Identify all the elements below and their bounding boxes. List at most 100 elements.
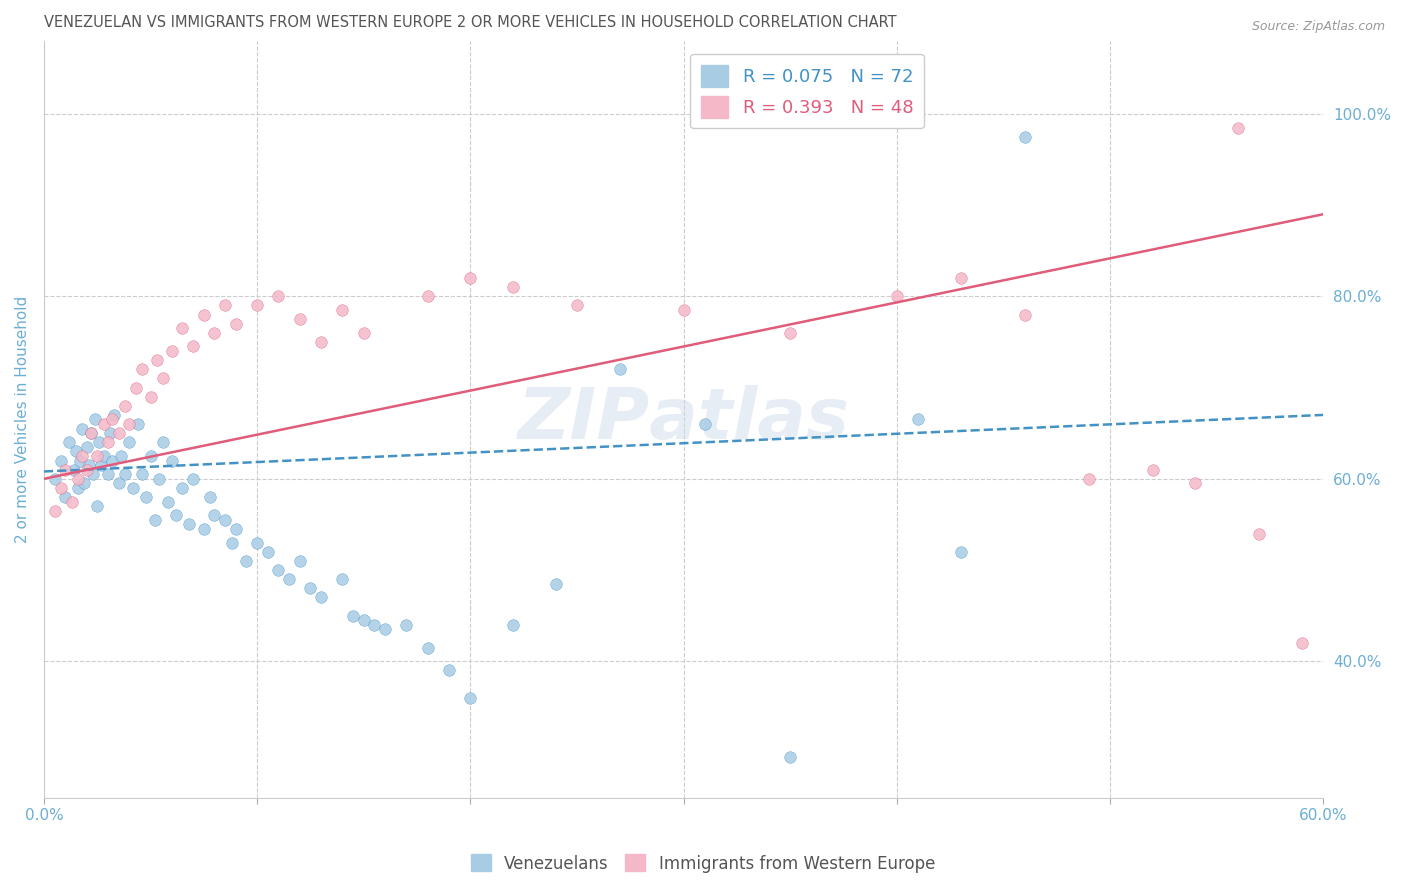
Point <box>110 449 132 463</box>
Legend: Venezuelans, Immigrants from Western Europe: Venezuelans, Immigrants from Western Eur… <box>464 847 942 880</box>
Point <box>256 545 278 559</box>
Point <box>82 467 104 482</box>
Point <box>73 476 96 491</box>
Point <box>1291 636 1313 650</box>
Point <box>395 617 418 632</box>
Point <box>309 334 332 349</box>
Point <box>90 458 112 472</box>
Point <box>225 317 247 331</box>
Y-axis label: 2 or more Vehicles in Household: 2 or more Vehicles in Household <box>15 296 30 543</box>
Point <box>235 554 257 568</box>
Point <box>69 453 91 467</box>
Point <box>181 339 204 353</box>
Point <box>332 572 354 586</box>
Point <box>779 750 801 764</box>
Point <box>193 308 215 322</box>
Point <box>416 640 439 655</box>
Point <box>44 504 66 518</box>
Point <box>544 576 567 591</box>
Point <box>122 481 145 495</box>
Point <box>165 508 187 523</box>
Point <box>460 690 482 705</box>
Point <box>200 490 222 504</box>
Point <box>93 417 115 431</box>
Point <box>53 490 76 504</box>
Text: VENEZUELAN VS IMMIGRANTS FROM WESTERN EUROPE 2 OR MORE VEHICLES IN HOUSEHOLD COR: VENEZUELAN VS IMMIGRANTS FROM WESTERN EU… <box>44 15 897 30</box>
Legend: R = 0.075   N = 72, R = 0.393   N = 48: R = 0.075 N = 72, R = 0.393 N = 48 <box>690 54 924 128</box>
Point <box>437 664 460 678</box>
Point <box>143 513 166 527</box>
Point <box>89 435 111 450</box>
Point <box>114 467 136 482</box>
Point <box>97 435 120 450</box>
Point <box>246 298 269 312</box>
Point <box>80 426 103 441</box>
Point <box>86 499 108 513</box>
Point <box>609 362 631 376</box>
Point <box>156 494 179 508</box>
Point <box>332 303 354 318</box>
Point <box>502 617 524 632</box>
Point <box>103 408 125 422</box>
Point <box>949 271 972 285</box>
Point <box>66 481 89 495</box>
Point <box>135 490 157 504</box>
Point <box>53 463 76 477</box>
Point <box>131 362 153 376</box>
Point <box>160 344 183 359</box>
Point <box>152 435 174 450</box>
Point <box>148 472 170 486</box>
Point <box>60 494 83 508</box>
Point <box>107 426 129 441</box>
Point <box>49 453 72 467</box>
Point <box>139 390 162 404</box>
Point <box>58 435 80 450</box>
Point <box>342 608 364 623</box>
Point <box>214 513 236 527</box>
Point <box>146 353 169 368</box>
Point <box>44 472 66 486</box>
Point <box>160 453 183 467</box>
Point <box>886 289 908 303</box>
Point <box>124 380 146 394</box>
Point <box>374 622 396 636</box>
Point <box>152 371 174 385</box>
Point <box>127 417 149 431</box>
Point <box>267 563 290 577</box>
Point <box>502 280 524 294</box>
Point <box>49 481 72 495</box>
Point <box>118 435 141 450</box>
Point <box>76 440 98 454</box>
Point <box>288 554 311 568</box>
Point <box>131 467 153 482</box>
Point <box>97 467 120 482</box>
Point <box>107 476 129 491</box>
Point <box>1014 129 1036 144</box>
Point <box>416 289 439 303</box>
Point <box>193 522 215 536</box>
Point <box>1227 120 1250 135</box>
Point <box>72 449 94 463</box>
Point <box>309 591 332 605</box>
Point <box>204 326 226 340</box>
Point <box>172 321 194 335</box>
Point <box>181 472 204 486</box>
Point <box>299 581 322 595</box>
Point <box>66 472 89 486</box>
Point <box>114 399 136 413</box>
Point <box>353 613 375 627</box>
Point <box>204 508 226 523</box>
Point <box>80 426 103 441</box>
Point <box>353 326 375 340</box>
Point <box>62 463 84 477</box>
Point <box>907 412 929 426</box>
Point <box>221 535 243 549</box>
Point <box>72 421 94 435</box>
Point <box>949 545 972 559</box>
Point <box>278 572 301 586</box>
Point <box>172 481 194 495</box>
Point <box>1014 308 1036 322</box>
Point <box>76 463 98 477</box>
Point <box>139 449 162 463</box>
Point <box>1184 476 1206 491</box>
